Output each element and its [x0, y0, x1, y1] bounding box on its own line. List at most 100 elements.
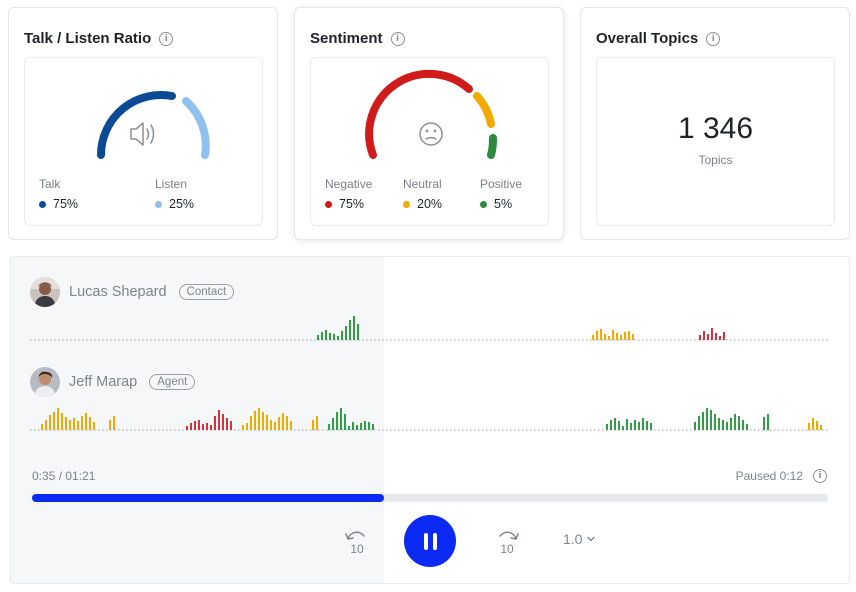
listen-legend: Listen 25%	[155, 177, 194, 211]
waveform-bar	[349, 320, 351, 340]
waveform-bar	[278, 417, 280, 430]
negative-legend: Negative 75%	[325, 177, 372, 211]
waveform-bar	[730, 418, 732, 430]
rewind-label: 10	[350, 542, 364, 556]
waveform-bar	[630, 423, 632, 430]
waveform-bar	[624, 332, 626, 340]
waveform-bar	[45, 420, 47, 430]
waveform-bar	[820, 425, 822, 430]
pause-icon	[423, 532, 437, 550]
waveform-bar	[352, 422, 354, 430]
talk-legend: Talk 75%	[39, 177, 78, 211]
waveform-bar	[608, 336, 610, 340]
neutral-face-icon	[419, 122, 443, 146]
speed-dropdown[interactable]: 1.0	[563, 531, 596, 547]
waveform-bar	[186, 426, 188, 430]
waveform-bar	[210, 425, 212, 430]
info-icon[interactable]: i	[813, 469, 827, 483]
waveform-bar	[41, 424, 43, 430]
waveform-bar	[816, 421, 818, 430]
waveform-bar	[714, 414, 716, 430]
waveform-bar	[198, 420, 200, 430]
waveform-bar	[626, 419, 628, 430]
waveform-bar	[357, 324, 359, 340]
rewind-icon: 10	[345, 531, 365, 556]
forward-10-button[interactable]: 10	[493, 527, 523, 557]
forward-icon: 10	[499, 531, 519, 556]
speaker-row-agent: Jeff Marap Agent	[30, 367, 196, 397]
waveform-bar	[274, 422, 276, 430]
negative-label: Negative	[325, 177, 373, 191]
progress-fill	[32, 494, 384, 502]
talk-dot	[39, 200, 46, 208]
waveform-bar	[344, 414, 346, 430]
neutral-label: Neutral	[403, 177, 442, 191]
waveform-bar	[93, 422, 95, 430]
waveform-bar	[333, 334, 335, 340]
progress-bar[interactable]	[32, 494, 828, 502]
waveform-bar	[49, 415, 51, 430]
waveform-bar	[632, 334, 634, 340]
waveform-bar	[258, 408, 260, 430]
neutral-dot	[403, 200, 410, 208]
rewind-10-button[interactable]: 10	[341, 527, 371, 557]
waveform-bar	[710, 410, 712, 430]
role-badge: Agent	[149, 374, 196, 390]
pause-button[interactable]	[404, 515, 456, 567]
waveform-bar	[329, 333, 331, 340]
waveform-bar	[612, 330, 614, 340]
waveform-bar	[337, 336, 339, 340]
avatar	[30, 367, 60, 397]
waveform-bar	[694, 422, 696, 430]
waveform-bar	[699, 335, 701, 340]
waveform-bar	[214, 416, 216, 430]
waveform-bar	[325, 330, 327, 340]
waveform-bar	[642, 418, 644, 430]
waveform-bar	[77, 421, 79, 430]
waveform-bar	[746, 424, 748, 430]
waveform-bar	[340, 408, 342, 430]
talk-listen-card: Talk / Listen Ratio i Talk 75% Listen 25…	[8, 7, 278, 240]
waveform-bar	[604, 334, 606, 340]
topics-count: 1 346	[677, 112, 754, 145]
waveform-bar	[53, 412, 55, 430]
waveform-bar	[722, 420, 724, 430]
waveform-bar	[703, 331, 705, 340]
waveform-bar	[242, 425, 244, 430]
positive-value: 5%	[494, 197, 513, 211]
waveform-agent[interactable]	[30, 397, 830, 441]
current-time: 0:35 / 01:21	[32, 469, 96, 483]
waveform-bar	[368, 422, 370, 430]
waveform-bar	[620, 335, 622, 340]
talk-label: Talk	[39, 177, 61, 191]
sentiment-card: Sentiment i Negative 75% Neutral 20% Pos…	[294, 7, 564, 240]
talk-value: 75%	[53, 197, 79, 211]
waveform-bar	[316, 416, 318, 430]
waveform-bar	[767, 414, 769, 430]
waveform-bar	[812, 418, 814, 430]
listen-value: 25%	[169, 197, 195, 211]
waveform-bar	[596, 331, 598, 340]
waveform-bar	[69, 420, 71, 430]
neutral-value: 20%	[417, 197, 443, 211]
waveform-bar	[206, 423, 208, 430]
info-icon[interactable]: i	[159, 31, 174, 46]
avatar	[30, 277, 60, 307]
audio-player: Lucas Shepard Contact Jeff Marap Agent 0…	[10, 256, 850, 584]
listen-label: Listen	[155, 177, 188, 191]
waveform-bar	[719, 336, 721, 340]
waveform-bar	[348, 426, 350, 430]
waveform-bar	[723, 332, 725, 340]
waveform-bar	[250, 416, 252, 430]
waveform-bar	[638, 422, 640, 430]
neutral-arc	[473, 92, 495, 128]
info-icon[interactable]: i	[706, 31, 721, 46]
waveform-contact[interactable]	[30, 307, 830, 351]
waveform-bar	[282, 413, 284, 430]
negative-dot	[325, 200, 332, 208]
waveform-bar	[707, 334, 709, 340]
waveform-bar	[202, 424, 204, 430]
info-icon[interactable]: i	[390, 31, 405, 46]
waveform-bar	[65, 417, 67, 430]
negative-arc	[365, 69, 473, 159]
